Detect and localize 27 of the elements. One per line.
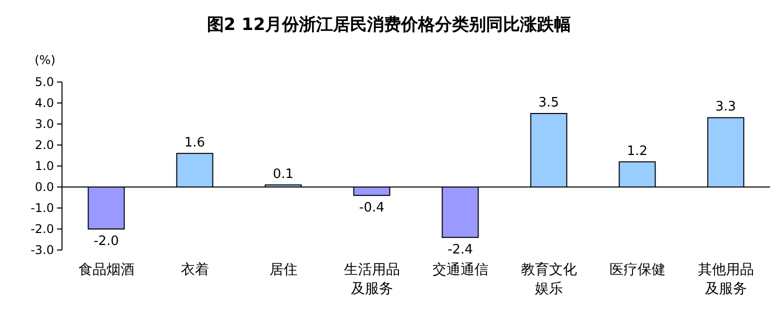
x-tick-label: 居住 <box>269 262 298 278</box>
x-tick-label: 衣着 <box>180 262 209 278</box>
x-tick-label: 医疗保健 <box>609 262 666 278</box>
x-tick-label: 教育文化娱乐 <box>520 261 577 297</box>
y-tick-label: 0.0 <box>34 180 54 194</box>
y-tick-label: 2.0 <box>34 138 54 152</box>
data-label: 3.3 <box>715 100 736 115</box>
data-label: 1.6 <box>184 135 206 150</box>
y-tick-label: 1.0 <box>34 159 54 173</box>
data-label: 1.2 <box>626 144 648 159</box>
data-label: 0.1 <box>272 166 294 182</box>
y-tick-label: 4.0 <box>34 96 54 110</box>
y-tick-label: -1.0 <box>30 201 54 215</box>
x-tick-label: 食品烟酒 <box>78 262 134 278</box>
data-label: -2.4 <box>448 242 473 258</box>
y-tick-label: -3.0 <box>30 243 54 257</box>
x-tick-label: 其他用品及服务 <box>698 262 754 297</box>
chart-title: 图2 12月份浙江居民消费价格分类别同比涨跌幅 <box>206 15 572 35</box>
y-tick-label: 5.0 <box>34 75 54 89</box>
data-label: -0.4 <box>359 200 384 216</box>
x-tick-label: 生活用品及服务 <box>344 262 400 297</box>
data-label: 3.5 <box>538 96 560 110</box>
y-tick-label: 3.0 <box>34 117 54 131</box>
x-tick-label: 交通通信 <box>432 262 488 278</box>
y-tick-label: -2.0 <box>30 222 54 236</box>
y-axis-title: (%) <box>34 53 56 67</box>
data-label: -2.0 <box>94 234 119 249</box>
